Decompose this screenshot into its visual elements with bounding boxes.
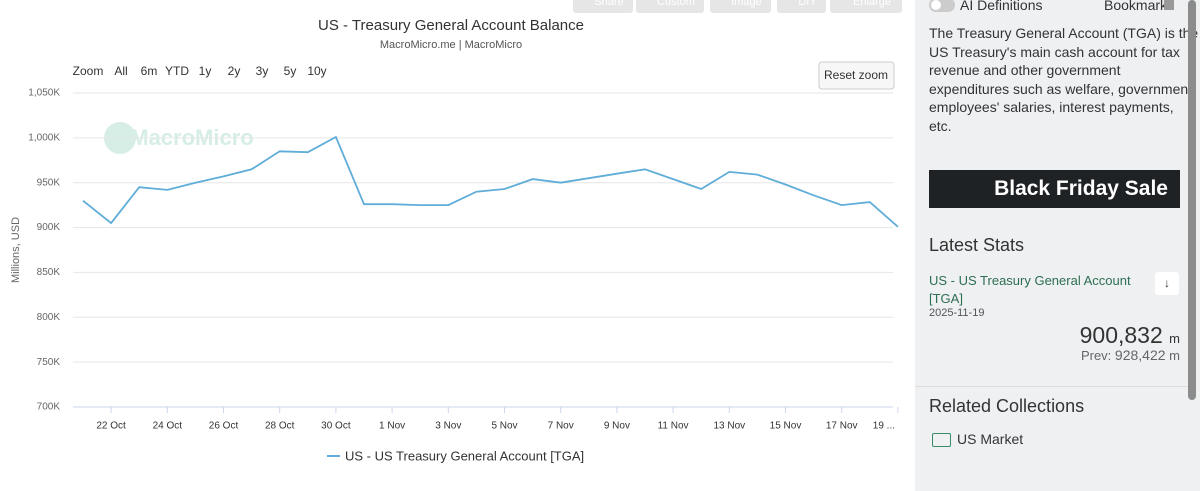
collection-icon[interactable]: [932, 433, 951, 447]
collection[interactable]: US Market: [957, 431, 1024, 447]
definition-line: employees' salaries, interest payments,: [929, 99, 1174, 115]
zoom-label: Zoom: [73, 64, 104, 78]
unit: m: [1169, 331, 1180, 346]
zoom-options: All 6m YTD 1y 2y 3y 5y 10y: [114, 64, 326, 78]
x-tick-label: 5 Nov: [491, 421, 517, 432]
toolbar-button[interactable]: [573, 0, 633, 13]
prev-value: 928,422: [1114, 347, 1166, 363]
x-tick-label: 19 ...: [873, 421, 895, 432]
bookmark-icon[interactable]: [1164, 0, 1174, 10]
zoom-option[interactable]: 6m: [141, 64, 158, 78]
divider: [915, 386, 1188, 387]
zoom-option[interactable]: 1y: [199, 64, 212, 78]
definition: The Treasury General Account (TGA) is th…: [929, 24, 1198, 135]
x-tick-label: 13 Nov: [713, 421, 745, 432]
definition-line: US Treasury's main cash account for tax: [929, 43, 1180, 60]
zoom-option[interactable]: 10y: [307, 64, 326, 78]
x-tick-label: 3 Nov: [435, 421, 461, 432]
banner-text[interactable]: Black Friday Sale: [994, 177, 1168, 200]
stat-name-line[interactable]: [TGA]: [929, 291, 963, 306]
x-tick-label: 22 Oct: [96, 421, 126, 432]
chart-subtitle: MacroMicro.me | MacroMicro: [380, 39, 522, 51]
x-tick-label: 9 Nov: [604, 421, 630, 432]
definition-line: The Treasury General Account (TGA) is th…: [929, 25, 1199, 41]
sidebar: AI Definitions Bookmark The Treasury Gen…: [915, 0, 1200, 491]
toolbar-label[interactable]: Custom: [657, 0, 695, 8]
y-axis-label: Millions, USD: [10, 217, 22, 283]
x-tick-label: 11 Nov: [658, 421, 689, 432]
stat-value: 900,832 m: [1080, 322, 1180, 349]
y-tick-label: 1,050K: [28, 88, 60, 99]
y-tick-label: 750K: [37, 357, 61, 368]
y-tick-label: 900K: [37, 222, 61, 233]
x-tick-label: 1 Nov: [379, 421, 405, 432]
y-tick-label: 1,000K: [28, 132, 60, 143]
x-tick-label: 24 Oct: [153, 421, 183, 432]
reset-zoom-label[interactable]: Reset zoom: [824, 68, 888, 82]
zoom-option[interactable]: 5y: [284, 64, 297, 78]
legend-label[interactable]: US - US Treasury General Account [TGA]: [345, 448, 584, 463]
definition-line: expenditures such as welfare, government: [929, 80, 1193, 97]
y-tick-label: 850K: [37, 267, 61, 278]
bookmark[interactable]: Bookmark: [1104, 0, 1168, 13]
zoom-option[interactable]: 2y: [228, 64, 241, 78]
value: 900,832: [1079, 322, 1163, 348]
toggle-knob[interactable]: [931, 0, 941, 10]
toolbar-button[interactable]: [830, 0, 902, 13]
chart-title: US - Treasury General Account Balance: [318, 17, 584, 34]
watermark: MacroMicro: [130, 125, 253, 150]
scrollbar[interactable]: [1188, 0, 1196, 400]
definition-line: etc.: [929, 117, 952, 134]
toolbar-label[interactable]: Enlarge: [853, 0, 891, 8]
zoom-option[interactable]: 3y: [256, 64, 269, 78]
toolbar: Share Custom Image DIY Enlarge: [573, 0, 902, 13]
x-tick-label: 30 Oct: [321, 421, 351, 432]
zoom-option[interactable]: All: [114, 64, 127, 78]
definition-line: revenue and other government: [929, 62, 1121, 78]
toolbar-label[interactable]: Share: [594, 0, 623, 8]
x-tick-label: 26 Oct: [209, 421, 239, 432]
y-tick-label: 950K: [37, 177, 61, 188]
x-tick-label: 7 Nov: [548, 421, 574, 432]
reset-zoom-button[interactable]: [818, 61, 895, 90]
heading: Related Collections: [929, 396, 1085, 416]
x-tick-label: 28 Oct: [265, 421, 295, 432]
y-tick-label: 700K: [37, 402, 61, 413]
toolbar-button[interactable]: [710, 0, 771, 13]
toolbar-label[interactable]: Image: [731, 0, 762, 8]
prev-unit: m: [1169, 348, 1180, 363]
data-line: [82, 135, 899, 228]
stat-prev: Prev: 928,422 m: [1081, 347, 1180, 363]
download-button[interactable]: ↓: [1155, 272, 1179, 295]
toolbar-button[interactable]: [636, 0, 704, 13]
y-tick-label: 800K: [37, 312, 61, 323]
heading: Latest Stats: [929, 235, 1025, 255]
toggle-label: AI Definitions: [960, 0, 1043, 13]
stat-name[interactable]: US - US Treasury General Account [TGA]: [929, 272, 1131, 308]
stat-name-line[interactable]: US - US Treasury General Account: [929, 273, 1131, 288]
toolbar-label[interactable]: DIY: [798, 0, 817, 8]
chart: Share Custom Image DIY Enlarge US - Treasury…: [10, 0, 902, 463]
x-tick-label: 15 Nov: [770, 421, 802, 432]
zoom-option[interactable]: YTD: [165, 64, 189, 78]
toolbar-button[interactable]: [777, 0, 826, 13]
stat-date: 2025-11-19: [929, 307, 985, 319]
prev-label: Prev:: [1080, 348, 1112, 363]
x-tick-label: 17 Nov: [826, 421, 858, 432]
banner[interactable]: Black Friday Sale: [929, 170, 1180, 208]
